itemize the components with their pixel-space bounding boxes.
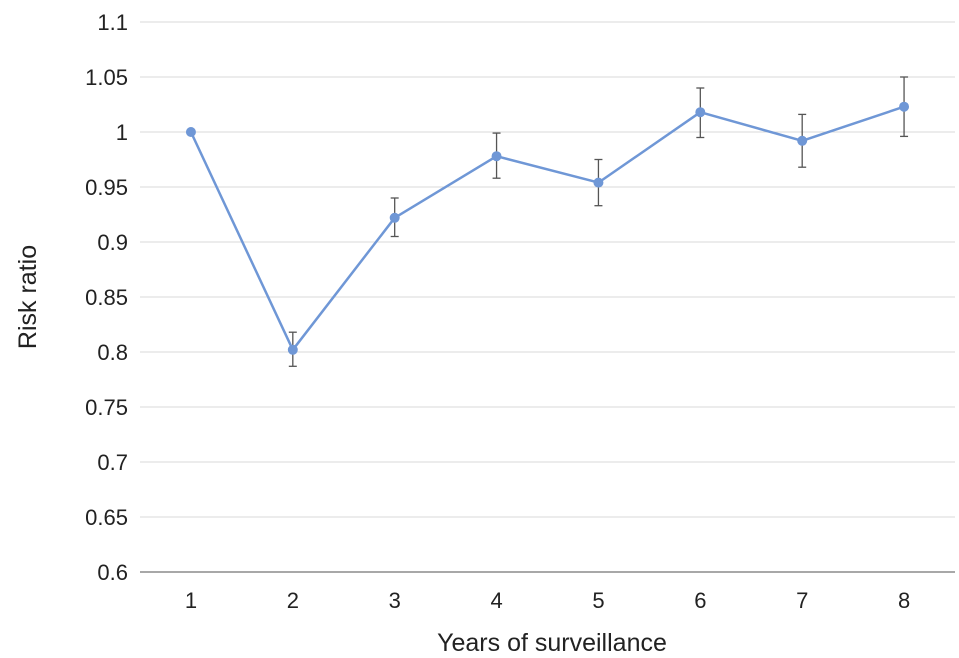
data-point bbox=[491, 151, 502, 162]
gridlines bbox=[140, 21, 955, 518]
y-axis-tick-labels: 0.6 0.65 0.7 0.75 0.8 0.85 0.9 0.95 1 1.05 1.1 bbox=[85, 10, 128, 585]
data-point bbox=[287, 344, 298, 355]
x-tick-label: 6 bbox=[694, 588, 706, 613]
x-tick-label: 5 bbox=[592, 588, 604, 613]
error-bars bbox=[288, 76, 909, 367]
data-points bbox=[185, 101, 910, 355]
x-tick-label: 7 bbox=[796, 588, 808, 613]
y-tick-label: 0.75 bbox=[85, 395, 128, 420]
y-tick-label: 0.6 bbox=[97, 560, 128, 585]
x-tick-label: 2 bbox=[287, 588, 299, 613]
x-axis-title: Years of surveillance bbox=[437, 629, 667, 657]
x-axis-tick-labels: 1 2 3 4 5 6 7 8 bbox=[185, 588, 910, 613]
series-line-group bbox=[189, 105, 905, 352]
x-tick-label: 8 bbox=[898, 588, 910, 613]
data-point bbox=[389, 212, 400, 223]
y-tick-label: 0.7 bbox=[97, 450, 128, 475]
y-tick-label: 0.9 bbox=[97, 230, 128, 255]
x-tick-label: 1 bbox=[185, 588, 197, 613]
y-tick-label: 1.1 bbox=[97, 10, 128, 35]
data-point bbox=[899, 101, 910, 112]
y-tick-label: 0.85 bbox=[85, 285, 128, 310]
y-tick-label: 1.05 bbox=[85, 65, 128, 90]
y-tick-label: 0.8 bbox=[97, 340, 128, 365]
data-point bbox=[695, 107, 706, 118]
y-tick-label: 1 bbox=[116, 120, 128, 145]
data-point bbox=[797, 135, 808, 146]
y-tick-label: 0.95 bbox=[85, 175, 128, 200]
data-point bbox=[185, 127, 196, 137]
data-point bbox=[593, 177, 604, 188]
x-tick-label: 3 bbox=[389, 588, 401, 613]
series-line bbox=[189, 105, 905, 352]
y-tick-label: 0.65 bbox=[85, 505, 128, 530]
x-tick-label: 4 bbox=[490, 588, 502, 613]
y-axis-title: Risk ratio bbox=[14, 245, 42, 349]
